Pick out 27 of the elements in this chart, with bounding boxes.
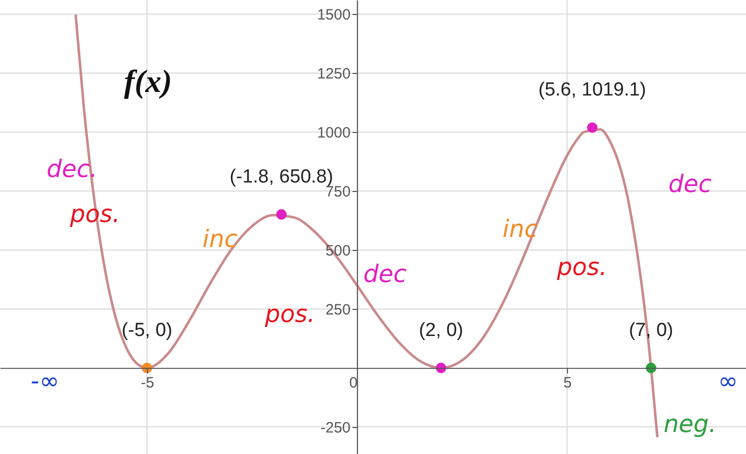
y-tick-label: -250 (320, 419, 351, 436)
x-tick-label: 0 (349, 374, 358, 392)
x-tick-label: -5 (140, 374, 154, 392)
data-label: (5.6, 1019.1) (538, 80, 646, 101)
annotation: ∞ (718, 367, 738, 395)
annotation: pos. (68, 200, 120, 228)
data-label: (2, 0) (418, 320, 464, 341)
data-label: (-1.8, 650.8) (230, 166, 334, 188)
data-label: (-5, 0) (122, 320, 172, 341)
point (587, 122, 598, 133)
y-tick-label: 1250 (317, 66, 351, 83)
annotation: pos. (264, 300, 316, 328)
annotation: pos. (556, 253, 608, 281)
annotation: inc (202, 225, 238, 253)
data-label: (7, 0) (628, 320, 674, 341)
y-tick-label: 1500 (317, 6, 351, 24)
x-tick-label: 5 (563, 374, 572, 392)
point (276, 209, 287, 220)
annotation: dec. (46, 155, 98, 183)
text: f(x) (124, 63, 172, 99)
annotation: dec (363, 260, 407, 288)
annotation: dec (668, 170, 712, 198)
annotation: neg. (664, 410, 716, 438)
y-tick-label: 1000 (317, 124, 351, 142)
y-tick-label: 250 (326, 301, 351, 318)
annotation: -∞ (30, 367, 60, 395)
annotation: inc (502, 215, 538, 243)
